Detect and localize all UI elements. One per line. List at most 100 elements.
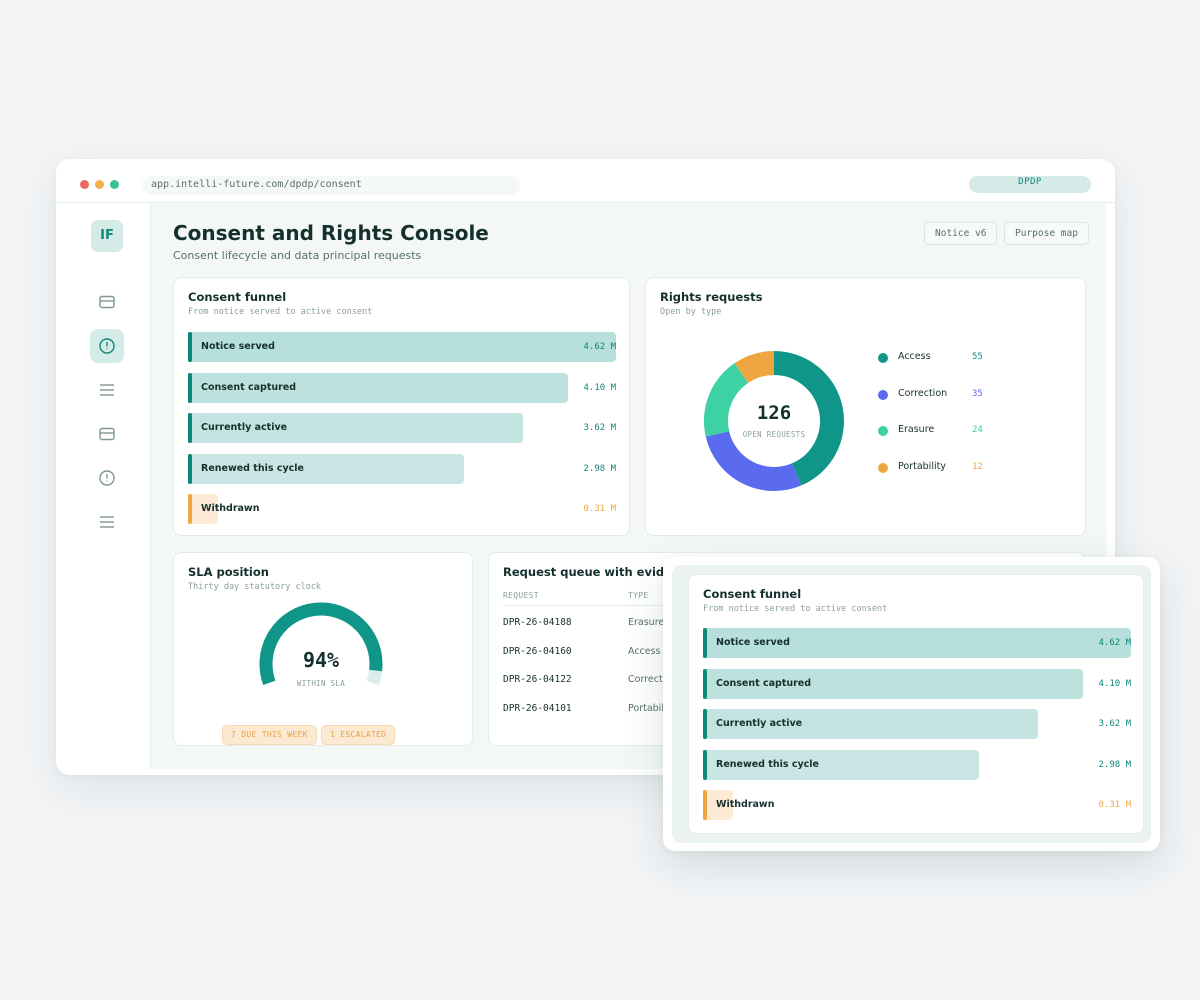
funnel-row-label: Renewed this cycle: [201, 462, 304, 474]
floating-panel-frame: Consent funnel From notice served to act…: [672, 565, 1151, 843]
background-band: [632, 870, 1200, 1000]
sla-label: WITHIN SLA: [296, 679, 346, 688]
legend-dot: [878, 389, 888, 400]
queue-request-id[interactable]: DPR-26-04122: [503, 674, 572, 685]
legend-dot: [878, 462, 888, 473]
sidebar-item-clock[interactable]: [90, 329, 124, 363]
funnel-row-label: Withdrawn: [716, 799, 775, 810]
app-logo: IF: [91, 220, 123, 252]
card-title: SLA position: [188, 565, 269, 579]
funnel-row: Notice served 4.62 M: [188, 332, 616, 362]
legend-label: Correction: [898, 387, 948, 399]
close-window-dot[interactable]: [80, 180, 89, 189]
funnel-bar-accent: [188, 332, 192, 362]
funnel-row-value: 0.31 M: [583, 504, 616, 514]
clock-icon: [99, 338, 115, 354]
legend-item-correction[interactable]: Correction 35: [878, 387, 1008, 401]
card-title: Rights requests: [660, 290, 763, 304]
donut-slice-portability[interactable]: [734, 351, 775, 384]
funnel-bar-fill: [703, 709, 1039, 739]
background-band: [0, 818, 632, 1000]
funnel-bar-accent: [188, 494, 192, 524]
funnel-row: Renewed this cycle 2.98 M: [703, 749, 1131, 780]
purpose-map-button[interactable]: Purpose map: [1004, 222, 1089, 245]
funnel-bar-fill: [703, 749, 980, 780]
rights-donut-chart: [704, 351, 844, 491]
sidebar: IF: [64, 203, 151, 769]
funnel-bar-accent: [703, 668, 707, 699]
legend-value: 12: [972, 461, 983, 472]
donut-slice-access[interactable]: [773, 351, 844, 486]
funnel-row-label: Notice served: [716, 637, 790, 648]
card-title: Consent funnel: [188, 290, 287, 304]
donut-total: 126: [756, 402, 792, 424]
funnel-row: Currently active 3.62 M: [188, 413, 616, 443]
queue-request-id[interactable]: DPR-26-04188: [503, 617, 572, 628]
address-bar[interactable]: app.intelli-future.com/dpdp/consent: [142, 176, 520, 195]
legend-value: 35: [972, 388, 983, 399]
funnel-bar-accent: [703, 790, 707, 820]
consent-funnel-card: Consent funnel From notice served to act…: [173, 277, 630, 536]
funnel-row-label: Notice served: [201, 341, 275, 352]
card-subtitle: From notice served to active consent: [703, 604, 888, 614]
card-icon: [99, 295, 115, 309]
legend-dot: [878, 353, 888, 363]
escalated-chip[interactable]: 1 ESCALATED: [321, 725, 396, 745]
due-this-week-chip[interactable]: 7 DUE THIS WEEK: [222, 725, 317, 745]
column-header-request: REQUEST: [503, 591, 539, 600]
funnel-row: Currently active 3.62 M: [703, 709, 1131, 739]
funnel-row: Notice served 4.62 M: [703, 628, 1131, 658]
queue-request-type: Access: [628, 645, 661, 657]
donut-slice-erasure[interactable]: [704, 363, 749, 437]
sidebar-item-cards-2[interactable]: [90, 417, 124, 451]
funnel-row-value: 3.62 M: [1098, 719, 1131, 729]
browser-toolbar: app.intelli-future.com/dpdp/consent DPDP: [56, 159, 1115, 203]
funnel-bar-accent: [703, 628, 707, 658]
funnel-bar-fill: [188, 453, 465, 484]
funnel-row-label: Withdrawn: [201, 503, 260, 514]
funnel-row-value: 3.62 M: [583, 423, 616, 433]
funnel-row-value: 2.98 M: [1098, 759, 1131, 770]
queue-request-id[interactable]: DPR-26-04160: [503, 645, 572, 657]
funnel-row-value: 4.10 M: [583, 382, 616, 393]
minimize-window-dot[interactable]: [95, 180, 104, 189]
legend-value: 24: [972, 425, 983, 435]
legend-item-erasure[interactable]: Erasure 24: [878, 423, 1008, 437]
page-subtitle: Consent lifecycle and data principal req…: [173, 249, 422, 262]
sidebar-item-list[interactable]: [90, 373, 124, 407]
notice-version-button[interactable]: Notice v6: [924, 222, 998, 245]
legend-dot: [878, 426, 888, 436]
consent-funnel-card-zoomed: Consent funnel From notice served to act…: [688, 574, 1144, 834]
queue-request-id[interactable]: DPR-26-04101: [503, 702, 572, 714]
funnel-row: Withdrawn 0.31 M: [703, 790, 1131, 820]
regulation-badge: DPDP: [969, 176, 1091, 193]
funnel-row-value: 4.62 M: [1098, 638, 1131, 648]
donut-slice-correction[interactable]: [705, 430, 802, 491]
funnel-bar-fill: [703, 668, 1084, 699]
funnel-row-label: Consent captured: [201, 381, 297, 393]
funnel-bar-accent: [188, 453, 192, 484]
funnel-bar-accent: [188, 413, 192, 443]
sidebar-item-clock-2[interactable]: [90, 461, 124, 495]
sidebar-item-list-2[interactable]: [90, 505, 124, 539]
legend-item-portability[interactable]: Portability 12: [878, 460, 1008, 474]
funnel-row: Consent captured 4.10 M: [188, 372, 616, 403]
legend-value: 55: [972, 352, 983, 362]
funnel-bar-fill: [188, 413, 524, 443]
donut-total-label: OPEN REQUESTS: [742, 430, 806, 439]
sla-position-card: SLA position Thirty day statutory clock …: [173, 552, 473, 746]
sidebar-item-cards[interactable]: [90, 285, 124, 319]
legend-item-access[interactable]: Access 55: [878, 350, 1008, 364]
legend-label: Erasure: [898, 424, 935, 435]
funnel-row: Renewed this cycle 2.98 M: [188, 453, 616, 484]
funnel-bar-accent: [703, 709, 707, 739]
funnel-row-label: Currently active: [716, 718, 803, 729]
maximize-window-dot[interactable]: [110, 180, 119, 189]
funnel-bar-fill: [188, 332, 616, 362]
list-icon: [100, 384, 114, 396]
queue-request-type: Correcti: [628, 674, 666, 685]
funnel-row-label: Currently active: [201, 422, 288, 433]
gauge-value-arc: [259, 602, 383, 686]
legend-label: Access: [898, 351, 931, 362]
funnel-row-value: 2.98 M: [583, 463, 616, 474]
